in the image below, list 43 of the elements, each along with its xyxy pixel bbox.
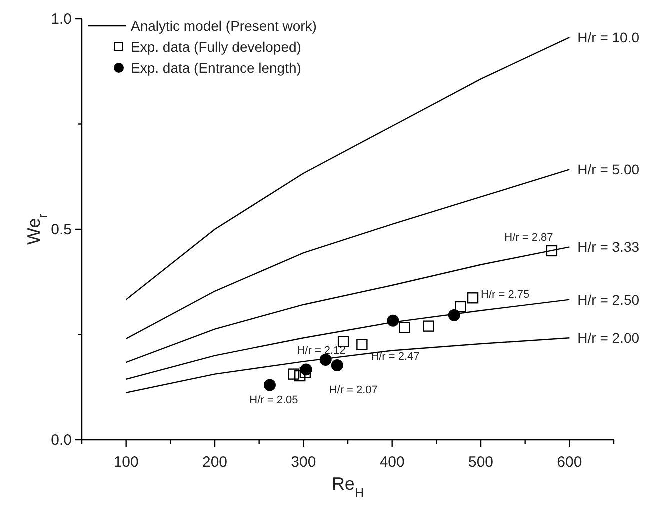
line-series [126,338,570,394]
point [331,359,344,372]
y-tick-label: 0.0 [51,432,72,449]
point [264,379,276,392]
legend-label: Analytic model (Present work) [131,18,317,34]
annotation: H/r = 3.33 [578,239,640,256]
x-tick-label: 500 [468,454,494,471]
point [320,354,332,366]
annotation: H/r = 2.47 [371,350,420,363]
line-series [126,246,570,364]
legend-label: Exp. data (Fully developed) [131,39,302,55]
annotation: H/r = 2.07 [329,384,378,397]
y-tick-label: 0.5 [51,222,72,238]
point [448,309,460,322]
point [423,320,434,332]
line-series [126,36,570,300]
point [288,368,300,380]
line-series [126,299,570,380]
annotation: H/r = 2.87 [504,232,554,244]
annotation: H/r = 2.00 [578,330,640,346]
x-tick-label: 300 [291,454,316,471]
x-tick-label: 400 [380,454,405,471]
point [455,301,466,313]
y-tick-label: 1.0 [51,11,72,28]
annotation: H/r = 10.0 [578,30,640,46]
annotation: H/r = 2.05 [250,394,298,406]
point [467,292,479,304]
annotation: H/r = 2.50 [578,292,640,308]
annotation: H/r = 5.00 [578,162,640,178]
x-tick-label: 600 [557,454,582,471]
point [294,370,306,382]
line-series [126,169,570,340]
x-tick-label: 100 [114,454,139,471]
annotation: H/r = 2.75 [481,289,530,302]
x-tick-label: 200 [202,454,228,471]
point [387,314,400,327]
x-axis-title: Re$_{H}$ [332,474,364,500]
point [546,245,558,257]
legend-label: Exp. data (Entrance length) [131,60,302,76]
annotation: H/r = 2.12 [297,345,346,358]
point [300,364,312,376]
point [356,339,368,350]
point [399,322,410,334]
